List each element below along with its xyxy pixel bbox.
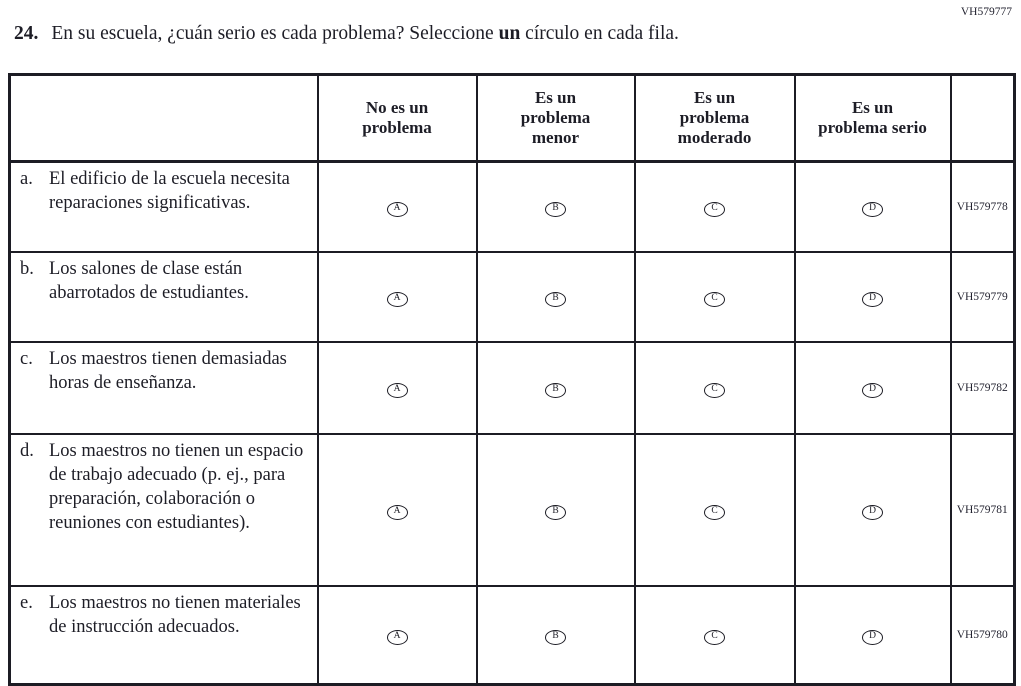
option-d-bubble[interactable]: D bbox=[862, 629, 883, 645]
item-b-letter: b. bbox=[20, 259, 34, 279]
cell-e-option-c: C bbox=[633, 585, 796, 686]
option-a-bubble[interactable]: A bbox=[386, 291, 408, 307]
cell-c-option-b: B bbox=[475, 341, 636, 435]
item-c: c. Los maestros tienen demasiadas horas … bbox=[8, 341, 319, 435]
option-c-bubble[interactable]: C bbox=[704, 291, 725, 307]
column-header-problema-menor: Es un problema menor bbox=[475, 73, 636, 163]
option-b-bubble[interactable]: B bbox=[545, 504, 566, 520]
cell-b-option-b: B bbox=[475, 251, 636, 343]
cell-a-option-c: C bbox=[633, 160, 796, 253]
option-a-bubble[interactable]: A bbox=[386, 382, 408, 398]
header-item-blank bbox=[8, 73, 319, 163]
table-row-e: e. Los maestros no tienen materiales de … bbox=[8, 585, 1016, 686]
item-e: e. Los maestros no tienen materiales de … bbox=[8, 585, 319, 686]
cell-a-option-a: A bbox=[316, 160, 478, 253]
cell-c-option-c: C bbox=[633, 341, 796, 435]
item-b: b. Los salones de clase están abarrotado… bbox=[8, 251, 319, 343]
cell-e-option-d: D bbox=[793, 585, 952, 686]
cell-e-option-b: B bbox=[475, 585, 636, 686]
table-row-a: a. El edificio de la escuela necesita re… bbox=[8, 160, 1016, 253]
item-c-letter: c. bbox=[20, 349, 33, 369]
item-b-code: VH579779 bbox=[949, 251, 1016, 343]
option-c-bubble[interactable]: C bbox=[704, 629, 725, 645]
option-d-bubble[interactable]: D bbox=[862, 382, 883, 398]
question-number: 24. bbox=[14, 23, 39, 44]
option-b-bubble[interactable]: B bbox=[545, 291, 566, 307]
question-text-before: En su escuela, ¿cuán serio es cada probl… bbox=[51, 23, 499, 44]
item-e-code: VH579780 bbox=[949, 585, 1016, 686]
question: 24. En su escuela, ¿cuán serio es cada pr… bbox=[14, 22, 1001, 46]
table-row-b: b. Los salones de clase están abarrotado… bbox=[8, 251, 1016, 343]
header-row: No es un problema Es un problema menor E… bbox=[8, 73, 1016, 163]
item-b-text: Los salones de clase están abarrotados d… bbox=[49, 259, 249, 303]
item-a: a. El edificio de la escuela necesita re… bbox=[8, 160, 319, 253]
cell-c-option-a: A bbox=[316, 341, 478, 435]
item-e-letter: e. bbox=[20, 593, 33, 613]
cell-d-option-a: A bbox=[316, 433, 478, 587]
item-d-letter: d. bbox=[20, 441, 34, 461]
item-e-text: Los maestros no tienen materiales de ins… bbox=[49, 593, 301, 637]
item-a-letter: a. bbox=[20, 169, 33, 189]
option-b-bubble[interactable]: B bbox=[545, 201, 566, 217]
option-c-bubble[interactable]: C bbox=[704, 382, 725, 398]
table-row-d: d. Los maestros no tienen un espacio de … bbox=[8, 433, 1016, 587]
cell-e-option-a: A bbox=[316, 585, 478, 686]
item-a-text: El edificio de la escuela necesita repar… bbox=[49, 169, 290, 213]
column-header-problema-moderado: Es un problema moderado bbox=[633, 73, 796, 163]
column-header-no-problema: No es un problema bbox=[316, 73, 478, 163]
option-a-bubble[interactable]: A bbox=[386, 201, 408, 217]
option-d-bubble[interactable]: D bbox=[862, 504, 883, 520]
cell-d-option-b: B bbox=[475, 433, 636, 587]
cell-a-option-b: B bbox=[475, 160, 636, 253]
questionnaire-table: No es un problema Es un problema menor E… bbox=[8, 73, 1016, 686]
question-text-bold: un bbox=[498, 23, 521, 44]
question-text-after: círculo en cada fila. bbox=[520, 23, 679, 44]
item-c-text: Los maestros tienen demasiadas horas de … bbox=[49, 349, 287, 393]
cell-c-option-d: D bbox=[793, 341, 952, 435]
option-a-bubble[interactable]: A bbox=[386, 629, 408, 645]
form-code: VH579777 bbox=[960, 6, 1012, 18]
option-c-bubble[interactable]: C bbox=[704, 504, 725, 520]
cell-d-option-c: C bbox=[633, 433, 796, 587]
option-b-bubble[interactable]: B bbox=[545, 629, 566, 645]
cell-a-option-d: D bbox=[793, 160, 952, 253]
cell-d-option-d: D bbox=[793, 433, 952, 587]
item-d: d. Los maestros no tienen un espacio de … bbox=[8, 433, 319, 587]
item-d-text: Los maestros no tienen un espacio de tra… bbox=[49, 441, 304, 533]
option-a-bubble[interactable]: A bbox=[386, 504, 408, 520]
item-a-code: VH579778 bbox=[949, 160, 1016, 253]
option-d-bubble[interactable]: D bbox=[862, 201, 883, 217]
option-b-bubble[interactable]: B bbox=[545, 382, 566, 398]
cell-b-option-c: C bbox=[633, 251, 796, 343]
cell-b-option-d: D bbox=[793, 251, 952, 343]
column-header-problema-serio: Es un problema serio bbox=[793, 73, 952, 163]
option-d-bubble[interactable]: D bbox=[862, 291, 883, 307]
item-d-code: VH579781 bbox=[949, 433, 1016, 587]
option-c-bubble[interactable]: C bbox=[704, 201, 725, 217]
table-row-c: c. Los maestros tienen demasiadas horas … bbox=[8, 341, 1016, 435]
cell-b-option-a: A bbox=[316, 251, 478, 343]
item-c-code: VH579782 bbox=[949, 341, 1016, 435]
header-code-blank bbox=[949, 73, 1016, 163]
